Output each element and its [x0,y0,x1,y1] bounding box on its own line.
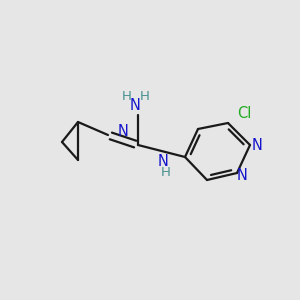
Text: N: N [237,167,248,182]
Text: H: H [160,166,170,178]
Text: Cl: Cl [237,106,251,121]
Text: N: N [130,98,140,113]
Text: N: N [252,137,262,152]
Text: N: N [158,154,169,169]
Text: N: N [118,124,128,140]
Text: H: H [140,91,150,103]
Text: H: H [122,91,132,103]
